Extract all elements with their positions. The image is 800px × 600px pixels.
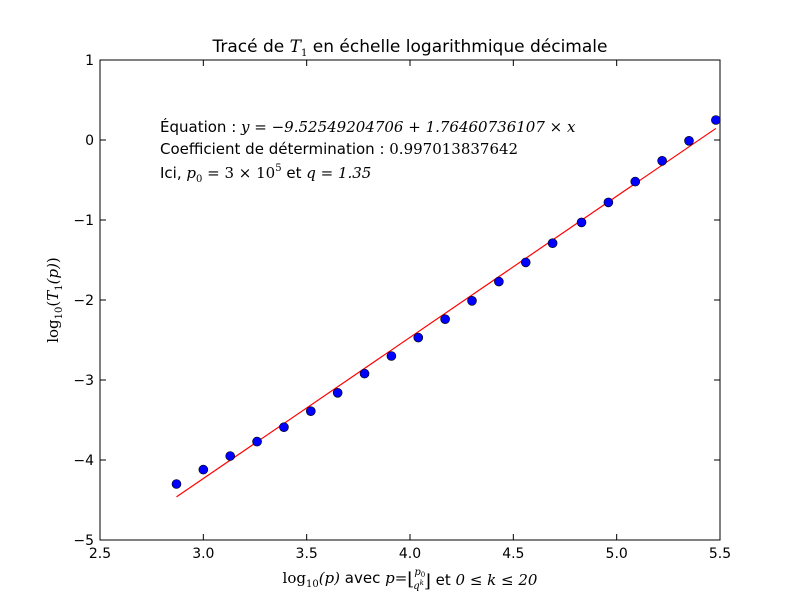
x-axis-label: log10(p) avec p=⌊p0 qk⌋ et 0 ≤ k ≤ 20 bbox=[283, 567, 538, 592]
data-point bbox=[520, 257, 531, 268]
y-tick-label: −5 bbox=[73, 533, 94, 549]
data-point bbox=[171, 479, 182, 489]
data-point bbox=[225, 451, 235, 461]
data-point bbox=[711, 115, 721, 125]
x-tick-label: 5.0 bbox=[606, 546, 628, 562]
fit-line bbox=[176, 127, 717, 498]
y-tick-label: −4 bbox=[73, 453, 94, 469]
axis-ticks: 2.5 3.0 3.5 4.0 4.5 5.0 5.5 1 0 −1 −2 −3 −4 −5 bbox=[73, 53, 731, 562]
data-point bbox=[413, 332, 424, 343]
plot-area bbox=[99, 59, 721, 541]
y-tick-label: −2 bbox=[73, 293, 94, 309]
x-tick-label: 4.5 bbox=[502, 546, 524, 562]
annotation-coefficient: Coefficient de détermination : 0.9970138… bbox=[160, 140, 518, 158]
data-point bbox=[467, 295, 477, 306]
annotation-equation: Équation : y = −9.52549204706 + 1.764607… bbox=[160, 117, 576, 136]
data-point bbox=[359, 368, 370, 379]
data-point bbox=[252, 436, 262, 447]
data-point bbox=[494, 276, 504, 287]
data-point bbox=[657, 156, 667, 166]
data-point bbox=[576, 217, 587, 228]
data-point bbox=[305, 406, 316, 417]
data-point bbox=[279, 422, 289, 433]
data-points bbox=[171, 115, 721, 489]
regression-line bbox=[176, 127, 717, 498]
data-point bbox=[684, 136, 694, 146]
data-point bbox=[386, 351, 397, 361]
data-point bbox=[198, 464, 209, 475]
data-point bbox=[440, 314, 450, 325]
y-tick-label: 1 bbox=[85, 53, 94, 69]
y-tick-label: 0 bbox=[85, 133, 94, 149]
data-point bbox=[630, 176, 641, 187]
data-point bbox=[603, 197, 614, 208]
y-tick-label: −3 bbox=[73, 373, 94, 389]
data-point bbox=[547, 238, 558, 248]
x-tick-label: 5.5 bbox=[709, 546, 731, 562]
y-axis-label: log10(T1(p)) bbox=[44, 257, 65, 343]
chart-title: Tracé de T1 en échelle logarithmique déc… bbox=[212, 37, 608, 59]
x-tick-label: 2.5 bbox=[89, 546, 111, 562]
data-point bbox=[332, 387, 343, 398]
y-tick-label: −1 bbox=[73, 213, 94, 229]
x-tick-label: 4.0 bbox=[399, 546, 421, 562]
x-tick-label: 3.5 bbox=[296, 546, 318, 562]
annotation-parameters: Ici, p0 = 3 × 105 et q = 1.35 bbox=[160, 163, 371, 185]
x-tick-label: 3.0 bbox=[192, 546, 214, 562]
